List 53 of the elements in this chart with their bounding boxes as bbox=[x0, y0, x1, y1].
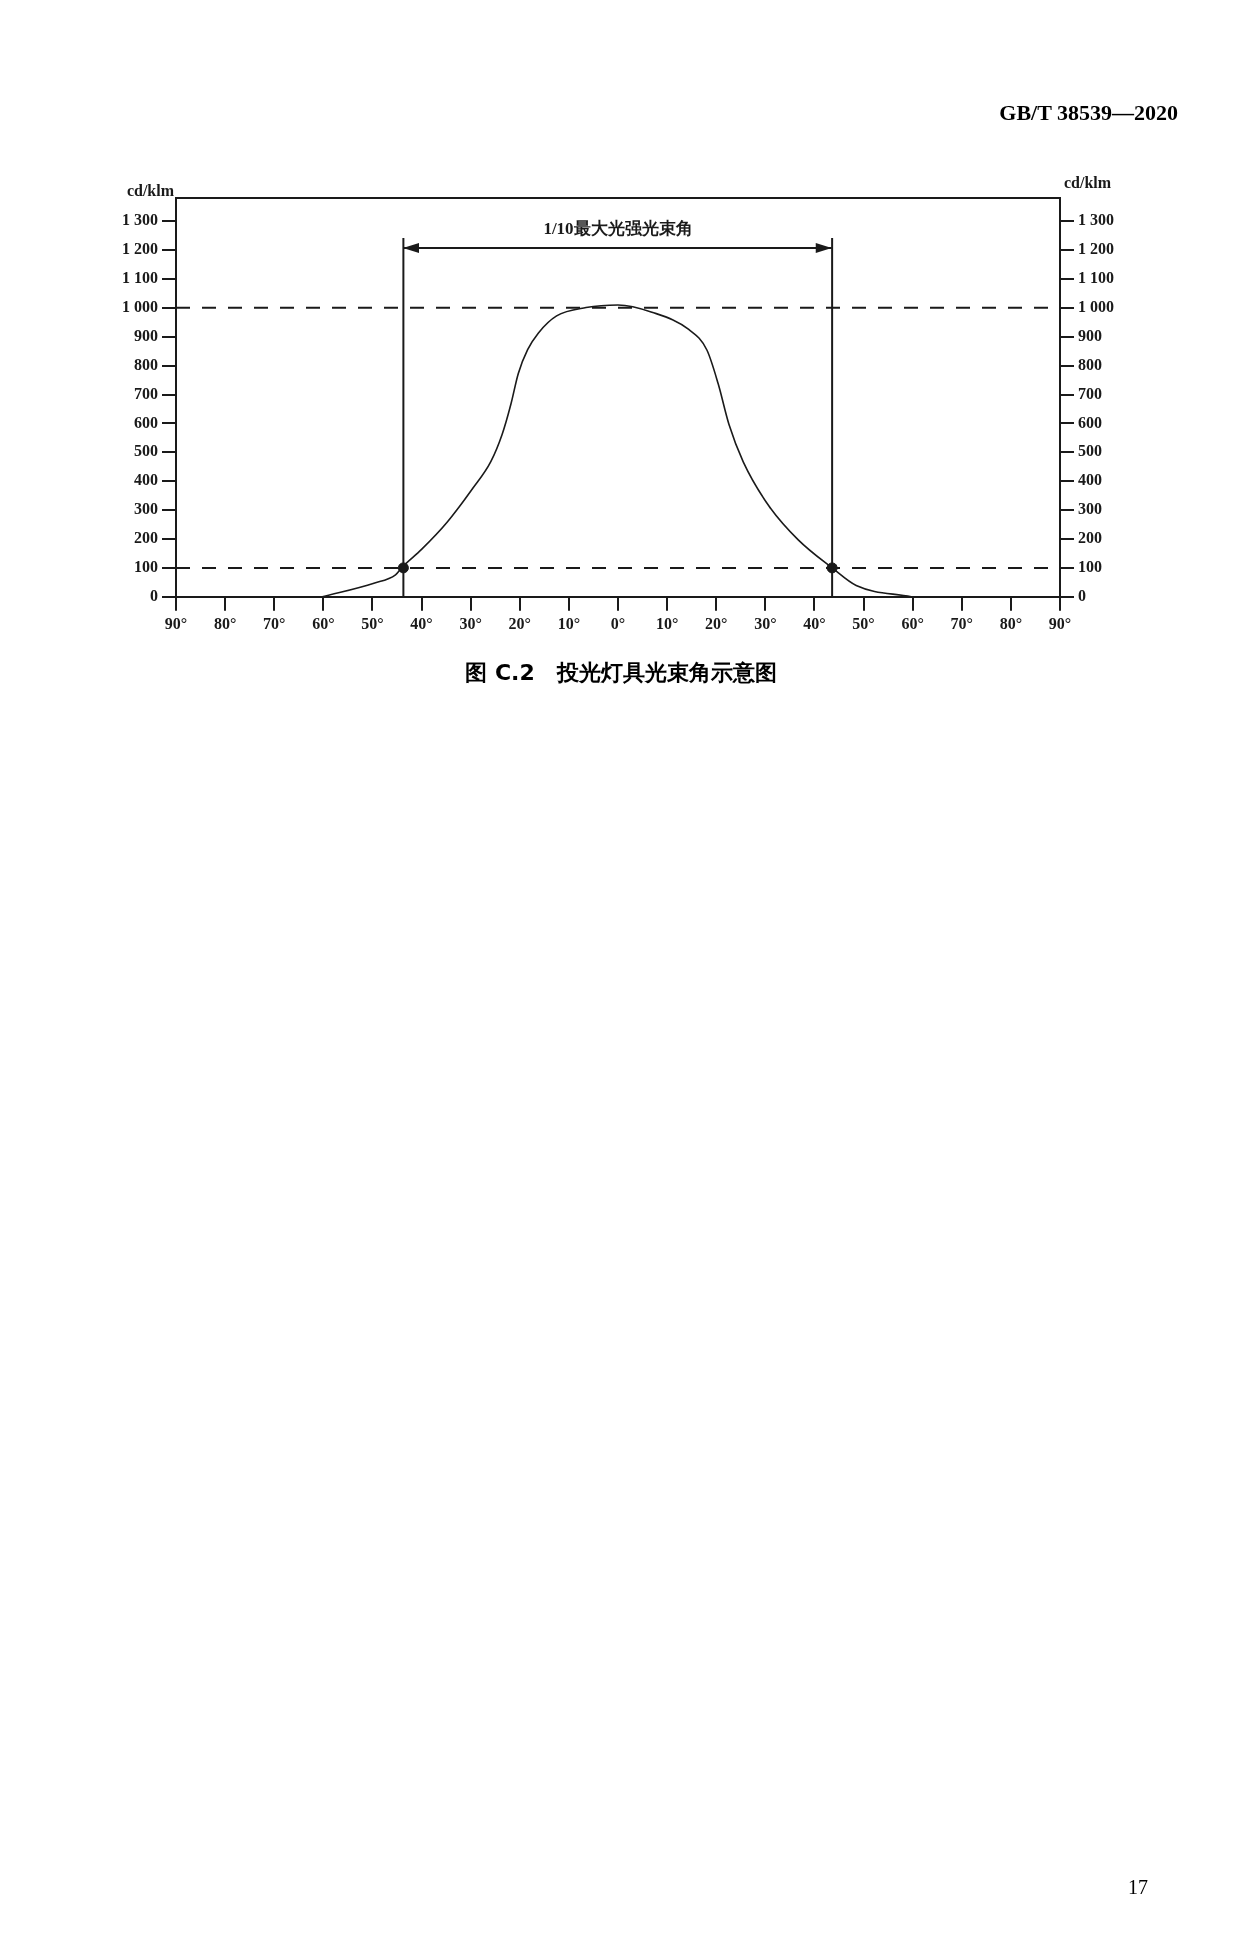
y2-tick-label: 1 000 bbox=[1078, 297, 1114, 315]
x-tick-label: 30° bbox=[459, 614, 482, 632]
x-tick-label: 90° bbox=[164, 614, 188, 632]
x-tick-label: 30° bbox=[754, 614, 777, 632]
x-tick-label: 60° bbox=[312, 614, 335, 632]
y2-axis-title: cd/klm bbox=[1064, 174, 1112, 192]
y-tick-label: 900 bbox=[134, 326, 158, 344]
y-axis-title: cd/klm bbox=[126, 182, 175, 200]
y2-tick-label: 1 100 bbox=[1078, 269, 1114, 287]
y-tick-label: 600 bbox=[134, 413, 158, 431]
x-tick-label: 10° bbox=[557, 614, 581, 632]
y2-tick-label: 200 bbox=[1078, 529, 1102, 547]
y2-tick-label: 700 bbox=[1078, 384, 1102, 402]
y-tick-label: 300 bbox=[134, 500, 158, 518]
y-tick-label: 400 bbox=[134, 471, 158, 489]
y2-tick-label: 600 bbox=[1078, 413, 1102, 431]
y2-tick-label: 1 300 bbox=[1078, 211, 1114, 229]
text: GB/T 38539—2020 bbox=[999, 100, 1178, 126]
y-tick-label: 1 200 bbox=[122, 240, 158, 258]
x-tick-label: 90° bbox=[1048, 614, 1072, 632]
y-tick-label: 1 100 bbox=[122, 269, 158, 287]
y2-tick-label: 0 bbox=[1078, 586, 1086, 604]
annotation: 1/10最大光强光束角 bbox=[543, 218, 693, 238]
y2-tick-label: 300 bbox=[1078, 500, 1102, 518]
y-tick-label: 1 300 bbox=[122, 211, 158, 229]
y-tick-label: 700 bbox=[134, 384, 158, 402]
x-tick-label: 50° bbox=[361, 614, 384, 632]
y2-tick-label: 500 bbox=[1078, 442, 1102, 460]
y2-tick-label: 1 200 bbox=[1078, 240, 1114, 258]
x-tick-label: 50° bbox=[852, 614, 875, 632]
x-tick-label: 70° bbox=[950, 614, 973, 632]
x-tick-label: 40° bbox=[803, 614, 826, 632]
x-tick-label: 20° bbox=[705, 614, 728, 632]
y-tick-label: 1 000 bbox=[122, 297, 158, 315]
y-tick-label: 100 bbox=[134, 558, 158, 576]
text: 图 C.2 投光灯具光束角示意图 bbox=[464, 659, 778, 687]
x-tick-label: 20° bbox=[508, 614, 531, 632]
x-tick-label: 10° bbox=[655, 614, 679, 632]
text: 17 bbox=[1128, 1876, 1148, 1899]
x-tick-label: 70° bbox=[263, 614, 286, 632]
y-tick-label: 500 bbox=[134, 442, 158, 460]
y2-tick-label: 900 bbox=[1078, 326, 1102, 344]
x-tick-label: 0° bbox=[610, 614, 626, 632]
y-tick-label: 0 bbox=[150, 586, 158, 604]
x-tick-label: 80° bbox=[999, 614, 1023, 632]
y-tick-label: 200 bbox=[134, 529, 158, 547]
y2-tick-label: 400 bbox=[1078, 471, 1102, 489]
y-tick-label: 800 bbox=[134, 355, 158, 373]
y2-tick-label: 100 bbox=[1078, 558, 1102, 576]
x-tick-label: 60° bbox=[901, 614, 924, 632]
x-tick-label: 80° bbox=[213, 614, 237, 632]
x-tick-label: 40° bbox=[410, 614, 433, 632]
y2-tick-label: 800 bbox=[1078, 355, 1102, 373]
